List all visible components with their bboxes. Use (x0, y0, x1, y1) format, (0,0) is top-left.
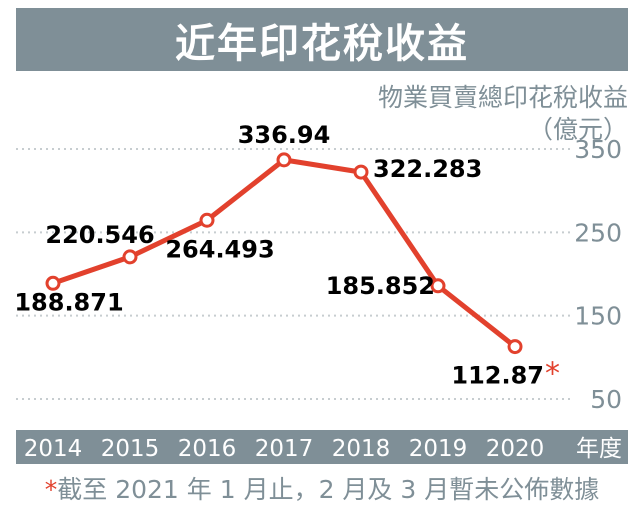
data-label: 220.546 (45, 221, 154, 249)
footnote: *截至 2021 年 1 月止，2 月及 3 月暫未公佈數據 (0, 470, 644, 506)
series-line (50, 157, 518, 350)
x-tick-label: 2016 (178, 436, 237, 462)
data-label: 264.493 (165, 235, 274, 263)
y-tick-label: 250 (574, 218, 622, 247)
y-tick-label: 350 (574, 135, 622, 164)
data-point (430, 278, 446, 294)
footnote-text: 截至 2021 年 1 月止，2 月及 3 月暫未公佈數據 (57, 475, 600, 504)
footnote-asterisk: * (44, 475, 58, 504)
y-axis-unit: （億元） (527, 115, 628, 144)
x-tick-label: 2019 (409, 436, 468, 462)
data-point (276, 152, 292, 168)
data-point (199, 212, 215, 228)
data-label: 188.871 (14, 288, 123, 316)
chart-title: 近年印花稅收益 (16, 8, 628, 71)
y-tick-label: 150 (574, 302, 622, 331)
x-tick-label: 2020 (486, 436, 545, 462)
data-point (353, 164, 369, 180)
x-tick-label: 2015 (101, 436, 160, 462)
data-label: 185.852 (326, 272, 435, 300)
data-point (122, 249, 138, 265)
data-point (507, 339, 523, 355)
x-axis-bar (16, 430, 628, 464)
data-point (45, 275, 61, 291)
data-label: 336.94 (238, 121, 331, 149)
y-axis-label: 物業買賣總印花稅收益 (377, 83, 628, 112)
data-label-asterisk: * (545, 357, 560, 392)
y-tick-label: 50 (590, 385, 622, 414)
x-tick-label: 2017 (255, 436, 314, 462)
x-axis-label: 年度 (576, 436, 622, 462)
data-label: 322.283 (373, 155, 482, 183)
data-label: 112.87 (451, 362, 544, 390)
x-tick-label: 2018 (332, 436, 391, 462)
x-tick-label: 2014 (24, 436, 83, 462)
